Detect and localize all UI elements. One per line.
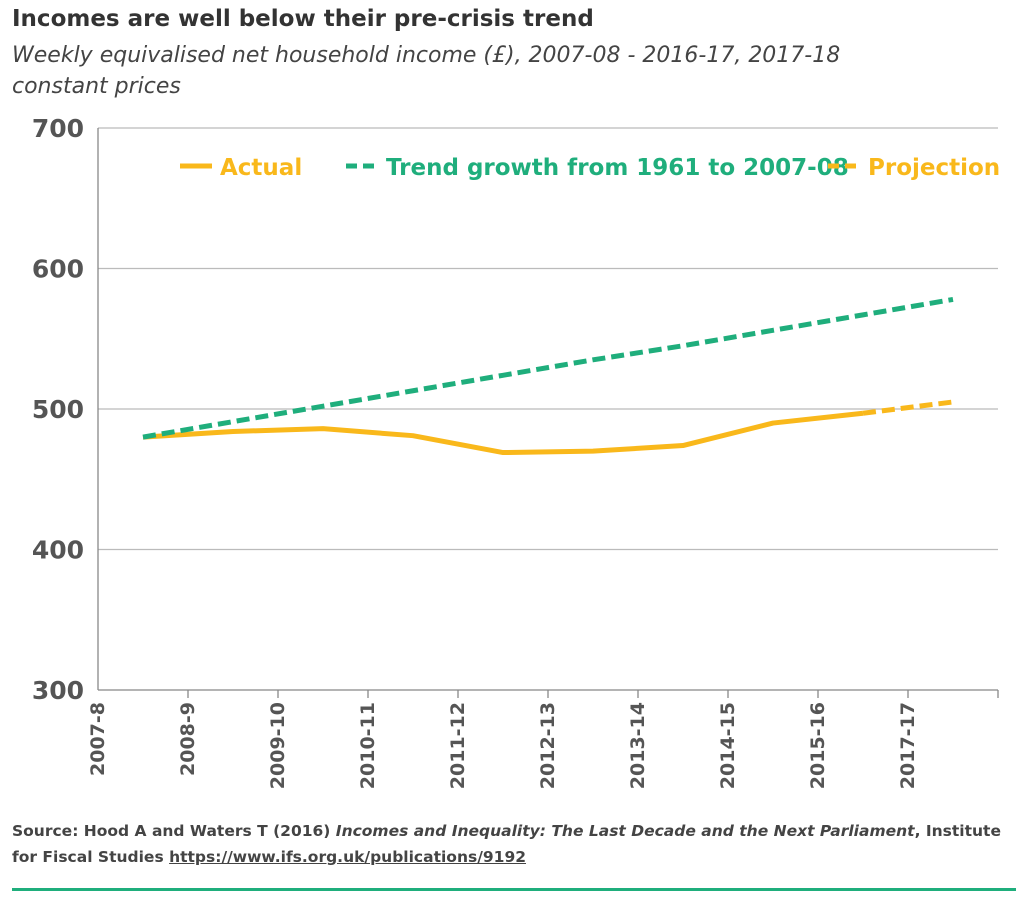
x-tick-label: 2013-14 (627, 702, 649, 789)
x-tick-label: 2007-8 (87, 702, 109, 776)
x-tick-label: 2008-9 (177, 702, 199, 776)
x-tick-label: 2017-17 (897, 702, 919, 789)
x-tick-label: 2010-11 (357, 702, 379, 789)
source-note: Source: Hood A and Waters T (2016) Incom… (12, 818, 1002, 870)
legend-label: Actual (220, 155, 302, 181)
x-tick-label: 2011-12 (447, 702, 469, 789)
source-suffix: , Institute for Fiscal Studies (12, 822, 1001, 866)
y-tick-label: 600 (32, 255, 84, 284)
divider (12, 888, 1016, 891)
series-line (142, 410, 864, 456)
chart-title: Incomes are well below their pre-crisis … (12, 6, 594, 32)
chart: 300 400 500 600 700 2007-8 2008-9 2009-10 2010-1… (32, 114, 1000, 789)
legend-label: Trend growth from 1961 to 2007-08 (386, 155, 849, 181)
x-tick-label: 2015-16 (807, 702, 829, 789)
source-link[interactable]: https://www.ifs.org.uk/publications/9192 (169, 848, 527, 866)
x-tick-label: 2012-13 (537, 702, 559, 789)
x-tick-label: 2009-10 (267, 702, 289, 789)
series-line (142, 296, 954, 440)
legend-label: Projection (868, 155, 1000, 181)
y-tick-label: 500 (32, 395, 84, 424)
source-title: Incomes and Inequality: The Last Decade … (335, 822, 915, 840)
series-line (862, 399, 954, 416)
source-prefix: Source: Hood A and Waters T (2016) (12, 822, 336, 840)
y-tick-label: 300 (32, 676, 84, 705)
y-tick-label: 400 (32, 536, 84, 565)
y-tick-label: 700 (32, 114, 84, 143)
chart-subtitle: Weekly equivalised net household income … (12, 43, 841, 99)
x-tick-label: 2014-15 (717, 702, 739, 789)
